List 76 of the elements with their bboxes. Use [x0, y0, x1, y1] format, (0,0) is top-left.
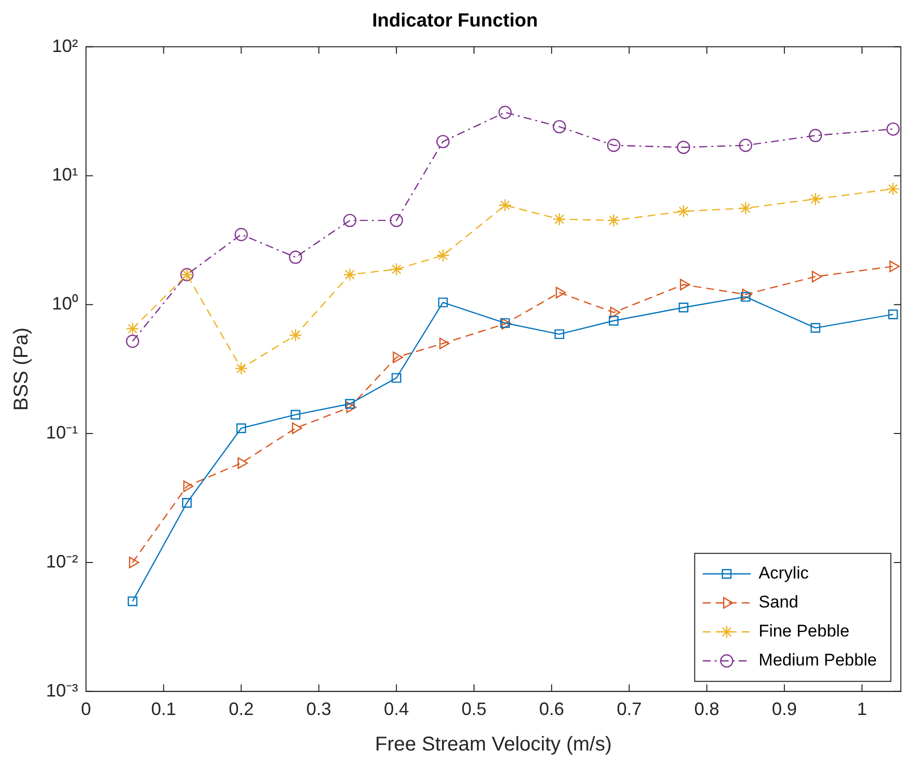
x-tick-label: 0 — [81, 699, 92, 720]
point — [886, 182, 900, 196]
legend-label: Acrylic — [758, 564, 810, 583]
point — [680, 278, 690, 290]
x-tick-label: 0.3 — [306, 699, 332, 720]
point — [238, 457, 248, 469]
point — [438, 298, 448, 308]
point — [607, 138, 620, 152]
point — [552, 120, 566, 134]
point — [678, 302, 688, 312]
point — [128, 596, 138, 606]
point — [739, 138, 752, 152]
point — [343, 268, 356, 282]
point — [390, 214, 404, 228]
point — [288, 250, 302, 264]
point — [554, 329, 564, 340]
point — [390, 262, 404, 276]
point — [740, 292, 750, 302]
point — [439, 338, 450, 350]
point — [346, 401, 356, 414]
point — [392, 352, 404, 364]
point — [808, 192, 822, 206]
point — [436, 248, 450, 262]
point — [552, 212, 566, 226]
point — [888, 310, 898, 320]
point — [556, 286, 566, 298]
chart-title: Indicator Function — [372, 10, 538, 32]
point — [812, 270, 822, 282]
point — [676, 204, 690, 218]
point — [610, 306, 620, 318]
y-tick-label: 10⁻² — [46, 551, 78, 572]
point — [739, 202, 752, 215]
point — [808, 128, 822, 142]
point — [498, 106, 512, 119]
point — [886, 122, 900, 136]
y-axis-title: BSS (Pa) — [10, 327, 33, 411]
point — [292, 422, 302, 434]
point — [234, 228, 248, 242]
legend-label: Fine Pebble — [758, 622, 850, 641]
point — [343, 214, 356, 228]
x-axis-title: Free Stream Velocity (m/s) — [375, 734, 612, 756]
point — [889, 260, 900, 272]
x-tick-label: 0.4 — [384, 699, 409, 720]
point — [676, 140, 690, 154]
point — [234, 362, 248, 376]
x-tick-label: 0.7 — [616, 699, 642, 720]
point — [607, 214, 620, 228]
x-tick-label: 0.9 — [772, 699, 797, 720]
y-tick-label: 10¹ — [52, 164, 78, 185]
point — [498, 198, 512, 212]
point — [236, 423, 246, 434]
point — [345, 399, 355, 409]
y-tick-label: 10⁻¹ — [46, 422, 78, 443]
legend-label: Sand — [758, 592, 798, 612]
point — [290, 410, 300, 420]
x-tick-label: 0.1 — [151, 699, 176, 720]
x-tick-label: 0.5 — [461, 699, 487, 720]
point — [608, 316, 619, 326]
legend-label: Medium Pebble — [758, 650, 877, 670]
y-tick-label: 10⁰ — [52, 294, 78, 314]
point — [126, 334, 140, 348]
x-tick-label: 0.2 — [228, 699, 254, 720]
point — [742, 288, 752, 300]
point — [288, 328, 302, 342]
x-tick-label: 0.6 — [539, 699, 564, 720]
x-tick-label: 1 — [856, 699, 868, 720]
point — [126, 322, 140, 336]
y-tick-label: 10² — [52, 36, 78, 56]
point — [436, 134, 450, 148]
point — [810, 323, 820, 333]
point — [183, 480, 194, 492]
point — [128, 556, 140, 568]
point — [182, 498, 192, 508]
x-tick-label: 0.8 — [694, 699, 720, 720]
point — [392, 373, 402, 383]
y-tick-label: 10⁻³ — [46, 680, 78, 700]
